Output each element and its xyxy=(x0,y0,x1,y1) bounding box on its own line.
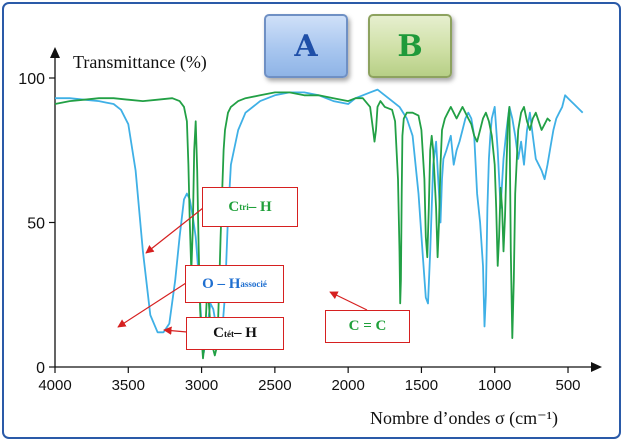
label-a-text: A xyxy=(294,28,318,64)
y-tick-label: 50 xyxy=(27,216,45,233)
x-axis-label: Nombre d’ondes σ (cm⁻¹) xyxy=(370,408,558,429)
annotation-c-equals-c: C = C xyxy=(325,310,410,343)
x-tick-label: 1000 xyxy=(478,377,511,394)
x-tick-label: 3000 xyxy=(185,377,218,394)
label-a-box: A xyxy=(264,14,348,78)
arrow-ctet xyxy=(163,326,188,335)
x-axis-arrowhead xyxy=(591,362,602,372)
arrow-ctri xyxy=(145,207,204,254)
y-axis-arrowhead xyxy=(50,47,60,58)
series-layer xyxy=(54,88,584,360)
axes: 4000 3500 3000 2500 2000 1500 1000 500 0 50 100 xyxy=(18,47,602,394)
label-b-text: B xyxy=(397,28,423,64)
y-axis-label: Transmittance (%) xyxy=(73,52,207,73)
label-b-box: B xyxy=(368,14,452,78)
x-tick-label: 3500 xyxy=(112,377,145,394)
x-tick-label: 4000 xyxy=(38,377,71,394)
arrow-cc xyxy=(329,291,368,311)
y-tick-label: 100 xyxy=(18,71,45,88)
series-line-a xyxy=(55,88,584,354)
x-tick-label: 500 xyxy=(555,377,580,394)
annotation-arrows xyxy=(117,207,368,335)
y-tick-label: 0 xyxy=(36,360,45,377)
x-tick-label: 1500 xyxy=(405,377,438,394)
x-tick-label: 2500 xyxy=(258,377,291,394)
arrow-oh xyxy=(117,282,187,328)
x-tick-label: 2000 xyxy=(331,377,364,394)
